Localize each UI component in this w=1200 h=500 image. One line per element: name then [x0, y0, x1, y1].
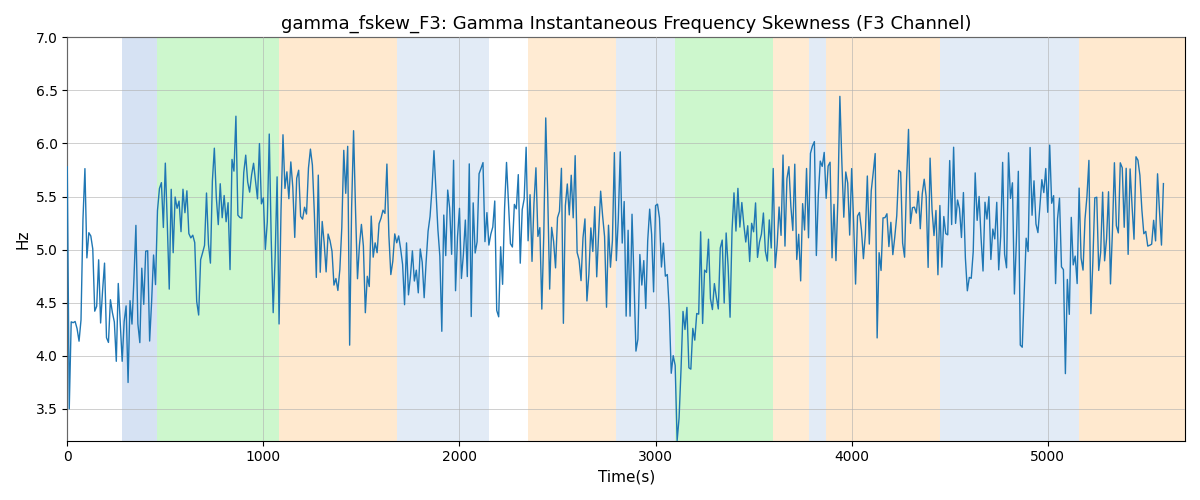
- Bar: [809, 38, 826, 440]
- Y-axis label: Hz: Hz: [16, 230, 30, 249]
- Bar: [826, 38, 940, 440]
- Bar: [665, 38, 676, 440]
- Bar: [676, 38, 773, 440]
- Bar: [280, 38, 397, 440]
- Bar: [940, 38, 1063, 440]
- Bar: [528, 38, 617, 440]
- Bar: [617, 38, 665, 440]
- X-axis label: Time(s): Time(s): [598, 470, 655, 485]
- Title: gamma_fskew_F3: Gamma Instantaneous Frequency Skewness (F3 Channel): gamma_fskew_F3: Gamma Instantaneous Freq…: [281, 15, 971, 34]
- Bar: [1079, 38, 1186, 440]
- Bar: [397, 38, 488, 440]
- Bar: [773, 38, 809, 440]
- Bar: [1063, 38, 1079, 440]
- Bar: [157, 38, 280, 440]
- Bar: [122, 38, 157, 440]
